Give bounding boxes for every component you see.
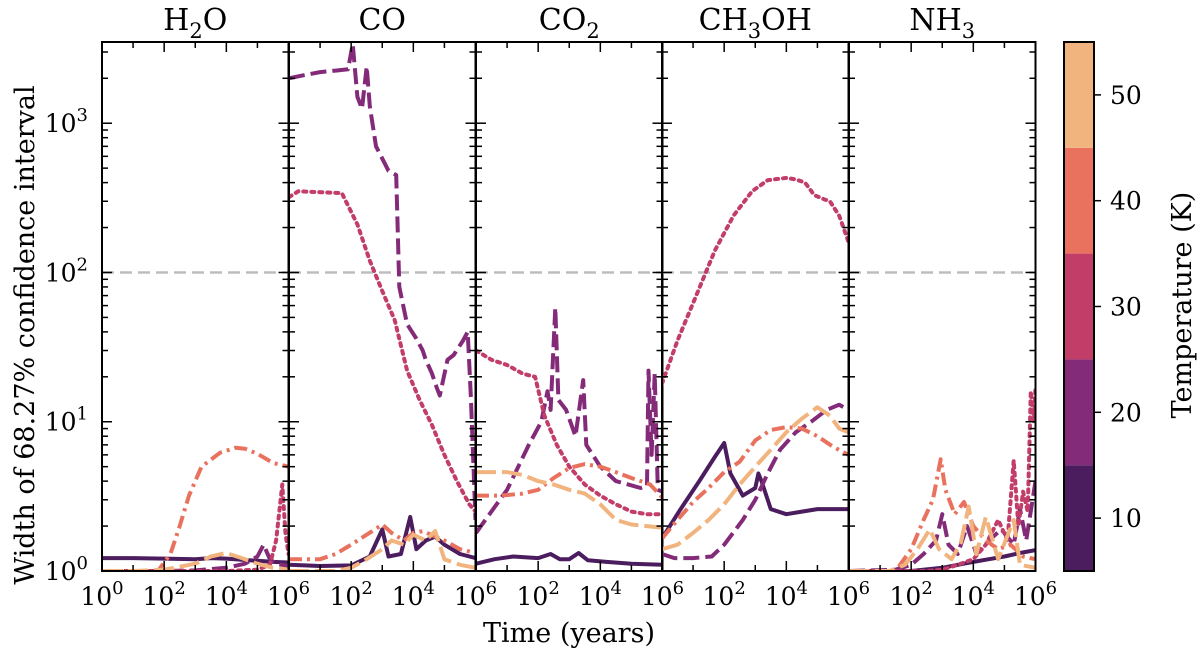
colorbar-tick-label: 40 xyxy=(1110,187,1142,216)
colorbar-band xyxy=(1064,253,1094,360)
y-ticks-panel-4 xyxy=(662,51,849,527)
x-tick-label: 106 xyxy=(454,578,497,611)
x-tick-label: 106 xyxy=(641,578,684,611)
colorbar-band xyxy=(1064,147,1094,254)
series-line-50k xyxy=(102,551,289,571)
x-ticks-panel-3 xyxy=(506,42,633,571)
x-tick-label: 102 xyxy=(517,578,560,611)
x-tick-label: 102 xyxy=(143,578,186,611)
x-tick-label: 102 xyxy=(703,578,746,611)
y-tick-label: 103 xyxy=(45,105,88,138)
x-ticks-panel-1 xyxy=(132,42,259,571)
series-line-50k xyxy=(476,470,663,530)
series-group xyxy=(662,175,849,561)
series-line-50k xyxy=(662,405,849,552)
panel-frame xyxy=(288,41,477,572)
x-tick-label: 100 xyxy=(80,578,123,611)
panel-nh3: NH3 xyxy=(848,3,1037,572)
series-line-10k xyxy=(662,441,849,540)
colorbar-tick-label: 10 xyxy=(1110,504,1142,533)
colorbar-label: Temperature (K) xyxy=(1167,192,1198,419)
series-line-10k xyxy=(476,551,663,567)
panels-layer: H2O CO CO2 CH3OH NH3 xyxy=(101,3,1037,572)
panel-frame xyxy=(848,41,1037,572)
colorbar-tick-label: 50 xyxy=(1110,81,1142,110)
x-ticks-panel-4 xyxy=(692,42,819,571)
series-line-20k xyxy=(662,402,849,561)
panel-ch3oh: CH3OH xyxy=(661,3,850,572)
x-tick-label: 104 xyxy=(952,578,995,611)
series-line-10k xyxy=(102,556,289,565)
x-ticks-panel-2 xyxy=(319,42,446,571)
series-line-40k xyxy=(102,445,289,571)
x-axis-label: Time (years) xyxy=(483,618,655,649)
axes-layer: 100 102 104 106 102 104 106 102 104 106 102 104 106 1… xyxy=(45,42,1057,611)
series-line-40k xyxy=(849,457,1036,571)
y-ticks-panel-5 xyxy=(849,51,1036,527)
series-group xyxy=(289,42,476,571)
series-group xyxy=(476,305,663,567)
x-tick-label: 102 xyxy=(330,578,373,611)
series-line-20k xyxy=(476,305,663,535)
colorbar-tick-label: 20 xyxy=(1110,398,1142,427)
panel-co2: CO2 xyxy=(475,3,664,572)
y-tick-label: 100 xyxy=(45,553,88,586)
panel-title: CO xyxy=(358,3,406,38)
colorbar-band xyxy=(1064,359,1094,466)
x-tick-label: 106 xyxy=(267,578,310,611)
series-line-30k xyxy=(289,189,476,514)
series-line-40k xyxy=(289,522,476,562)
y-tick-label: 102 xyxy=(45,254,88,287)
series-line-40k xyxy=(662,425,849,540)
series-line-30k xyxy=(662,175,849,386)
series-line-40k xyxy=(476,462,663,500)
panel-co: CO xyxy=(288,3,477,572)
x-tick-label: 104 xyxy=(579,578,622,611)
series-line-20k xyxy=(289,42,476,520)
x-tick-label: 104 xyxy=(765,578,808,611)
y-axis-label: Width of 68.27% confidence interval xyxy=(10,85,41,584)
colorbar-band xyxy=(1064,42,1094,148)
panel-title: CO2 xyxy=(539,3,600,43)
y-tick-label: 101 xyxy=(45,404,88,437)
y-ticks-panel-1 xyxy=(102,51,289,527)
colorbar-tick-label: 30 xyxy=(1110,293,1142,322)
x-ticks-panel-5 xyxy=(879,42,1006,571)
y-ticks-panel-2 xyxy=(289,51,476,527)
colorbar: 10 20 30 40 50 xyxy=(1063,41,1142,572)
panel-title: NH3 xyxy=(909,3,975,43)
panel-frame xyxy=(101,41,290,572)
panel-h2o: H2O xyxy=(101,3,290,572)
x-tick-label: 106 xyxy=(1014,578,1057,611)
series-group xyxy=(102,445,289,571)
panel-title: H2O xyxy=(163,3,227,43)
series-group xyxy=(849,385,1036,571)
x-tick-label: 106 xyxy=(827,578,870,611)
x-tick-label: 104 xyxy=(392,578,435,611)
colorbar-band xyxy=(1064,465,1094,571)
x-tick-label: 104 xyxy=(205,578,248,611)
series-line-30k xyxy=(476,348,663,517)
x-tick-label: 102 xyxy=(890,578,933,611)
series-line-50k xyxy=(849,504,1036,571)
y-ticks-panel-3 xyxy=(476,51,663,527)
panel-title: CH3OH xyxy=(699,3,812,43)
